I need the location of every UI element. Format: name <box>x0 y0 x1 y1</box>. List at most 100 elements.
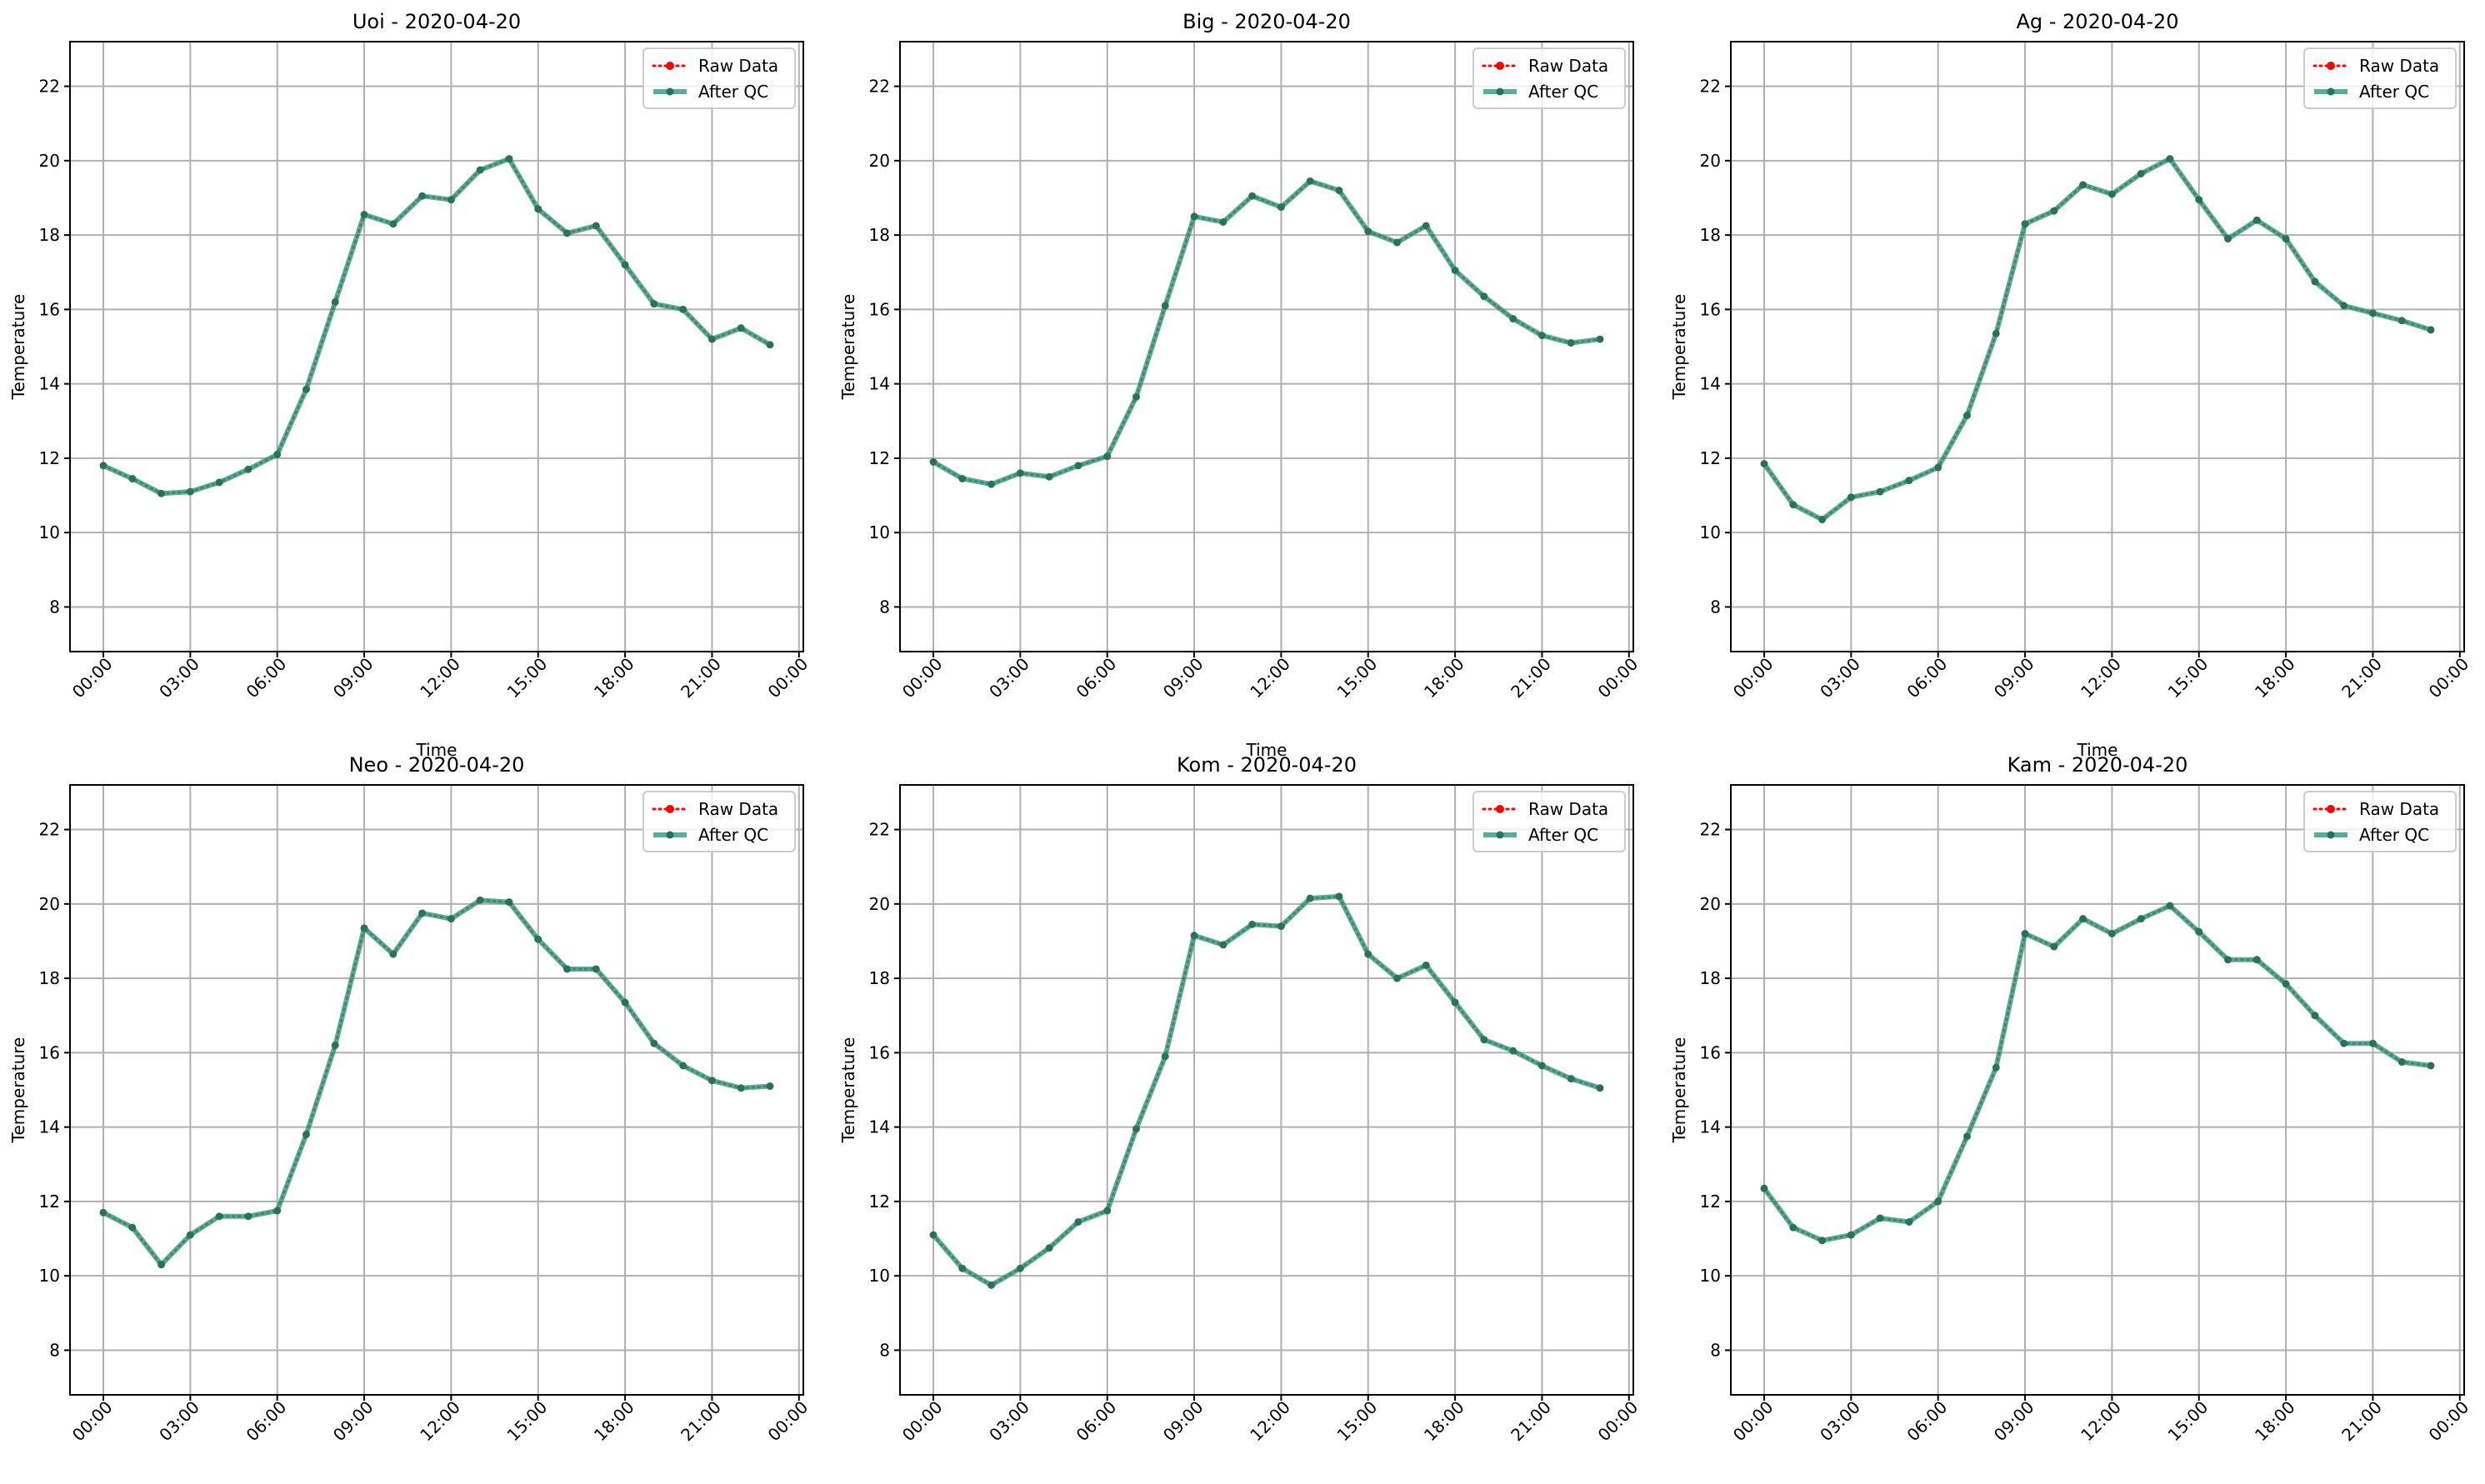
axes-frame <box>69 41 804 652</box>
after-qc-point <box>988 1281 996 1289</box>
x-axis-label: Time <box>1246 740 1288 760</box>
after-qc-point <box>1074 462 1082 470</box>
legend-raw-data-marker <box>2327 805 2335 813</box>
chart-panel: 00:00 03:00 06:00 09:00 12:00 15:00 18:00 21:00… <box>838 753 1642 1484</box>
y-tick-label: 18 <box>1700 968 1721 988</box>
y-tick-label: 10 <box>1700 522 1721 542</box>
after-qc-point <box>2311 1012 2319 1020</box>
after-qc-point <box>389 220 398 228</box>
y-tick-label: 20 <box>39 894 60 914</box>
after-qc-point <box>1992 1063 2000 1072</box>
after-qc-point <box>1393 238 1402 247</box>
after-qc-point <box>447 196 455 204</box>
after-qc-point <box>737 324 745 332</box>
after-qc-point <box>1219 941 1228 949</box>
after-qc-point <box>1393 974 1402 982</box>
after-qc-point <box>1161 302 1169 310</box>
y-tick-label: 16 <box>39 1042 60 1062</box>
x-tick-label: 12:00 <box>1246 654 1294 702</box>
x-tick-label: 03:00 <box>155 654 203 702</box>
after-qc-point <box>2195 927 2203 936</box>
after-qc-point <box>929 1231 938 1239</box>
after-qc-point <box>1335 187 1343 195</box>
after-qc-point <box>1847 493 1855 502</box>
after-qc-point <box>99 1208 108 1217</box>
after-qc-point <box>1016 469 1024 477</box>
raw-data-line <box>932 179 1602 486</box>
after-qc-point <box>2108 190 2116 198</box>
after-qc-point <box>958 474 967 482</box>
legend-after-qc-label: After QC <box>1528 825 1598 845</box>
legend-after-qc-label: After QC <box>698 82 768 102</box>
legend-raw-data-marker <box>1496 62 1504 70</box>
y-tick-label: 8 <box>1710 1340 1721 1360</box>
x-tick-label: 09:00 <box>1990 654 2038 702</box>
y-tick-label: 14 <box>869 1117 890 1137</box>
after-qc-point <box>1190 212 1198 221</box>
after-qc-point <box>1818 516 1827 524</box>
after-qc-point <box>2340 302 2348 310</box>
after-qc-point <box>766 341 774 349</box>
after-qc-point <box>1045 472 1053 481</box>
after-qc-point <box>273 450 282 458</box>
after-qc-point <box>505 155 513 163</box>
after-qc-point <box>302 1131 310 1139</box>
raw-data-line <box>932 895 1602 1287</box>
after-qc-point <box>1876 1214 1884 1222</box>
after-qc-point <box>331 297 339 306</box>
after-qc-point <box>186 1231 194 1239</box>
legend-after-qc-marker <box>666 831 674 839</box>
after-qc-line <box>102 156 772 497</box>
y-tick-label: 18 <box>869 968 890 988</box>
legend-after-qc-marker <box>2327 831 2335 839</box>
chart-title: Kom - 2020-04-20 <box>1177 753 1357 777</box>
after-qc-point <box>1306 894 1314 902</box>
after-qc-point <box>988 480 996 488</box>
after-qc-point <box>2398 317 2406 325</box>
after-qc-point <box>1335 892 1343 901</box>
legend-raw-data-label: Raw Data <box>2359 56 2439 76</box>
x-tick-label: 15:00 <box>1333 654 1382 702</box>
x-tick-label: 18:00 <box>590 654 638 702</box>
after-qc-point <box>679 305 688 313</box>
after-qc-point <box>1934 1197 1942 1206</box>
after-qc-line <box>932 178 1601 487</box>
after-qc-line <box>1762 156 2432 522</box>
y-tick-label: 8 <box>49 1340 60 1360</box>
after-qc-point <box>1074 1217 1082 1226</box>
after-qc-point <box>158 489 166 497</box>
y-tick-label: 20 <box>1700 894 1721 914</box>
x-tick-label: 03:00 <box>1816 1397 1864 1446</box>
x-tick-label: 15:00 <box>2164 1397 2212 1446</box>
y-tick-label: 14 <box>39 374 60 394</box>
after-qc-point <box>1538 1062 1546 1070</box>
after-qc-point <box>1567 339 1575 347</box>
chart-title: Kam - 2020-04-20 <box>2008 753 2188 777</box>
y-tick-label: 10 <box>39 522 60 542</box>
after-qc-point <box>1277 203 1285 212</box>
y-tick-label: 8 <box>1710 597 1721 617</box>
after-qc-point <box>1190 932 1198 940</box>
axes-frame <box>69 784 804 1396</box>
x-tick-label: 00:00 <box>2425 654 2473 702</box>
chart-panel: 00:00 03:00 06:00 09:00 12:00 15:00 18:00 21:00… <box>8 753 812 1484</box>
legend-after-qc-label: After QC <box>2359 82 2429 102</box>
after-qc-point <box>2166 902 2174 910</box>
legend-raw-data-marker <box>666 62 674 70</box>
x-tick-label: 21:00 <box>2338 1397 2386 1446</box>
x-tick-label: 00:00 <box>898 654 947 702</box>
after-qc-point <box>128 474 137 482</box>
after-qc-point <box>418 192 427 200</box>
after-qc-point <box>1306 177 1314 185</box>
after-qc-point <box>2166 155 2174 163</box>
after-qc-point <box>1509 315 1518 323</box>
after-qc-point <box>1103 452 1112 461</box>
legend-raw-data-label: Raw Data <box>1528 799 1608 819</box>
axes-frame <box>1730 41 2465 652</box>
y-tick-label: 12 <box>869 448 890 468</box>
after-qc-point <box>1219 217 1228 226</box>
after-qc-point <box>1422 222 1430 230</box>
after-qc-point <box>2137 915 2145 923</box>
x-tick-label: 06:00 <box>242 1397 291 1446</box>
after-qc-point <box>447 915 455 923</box>
